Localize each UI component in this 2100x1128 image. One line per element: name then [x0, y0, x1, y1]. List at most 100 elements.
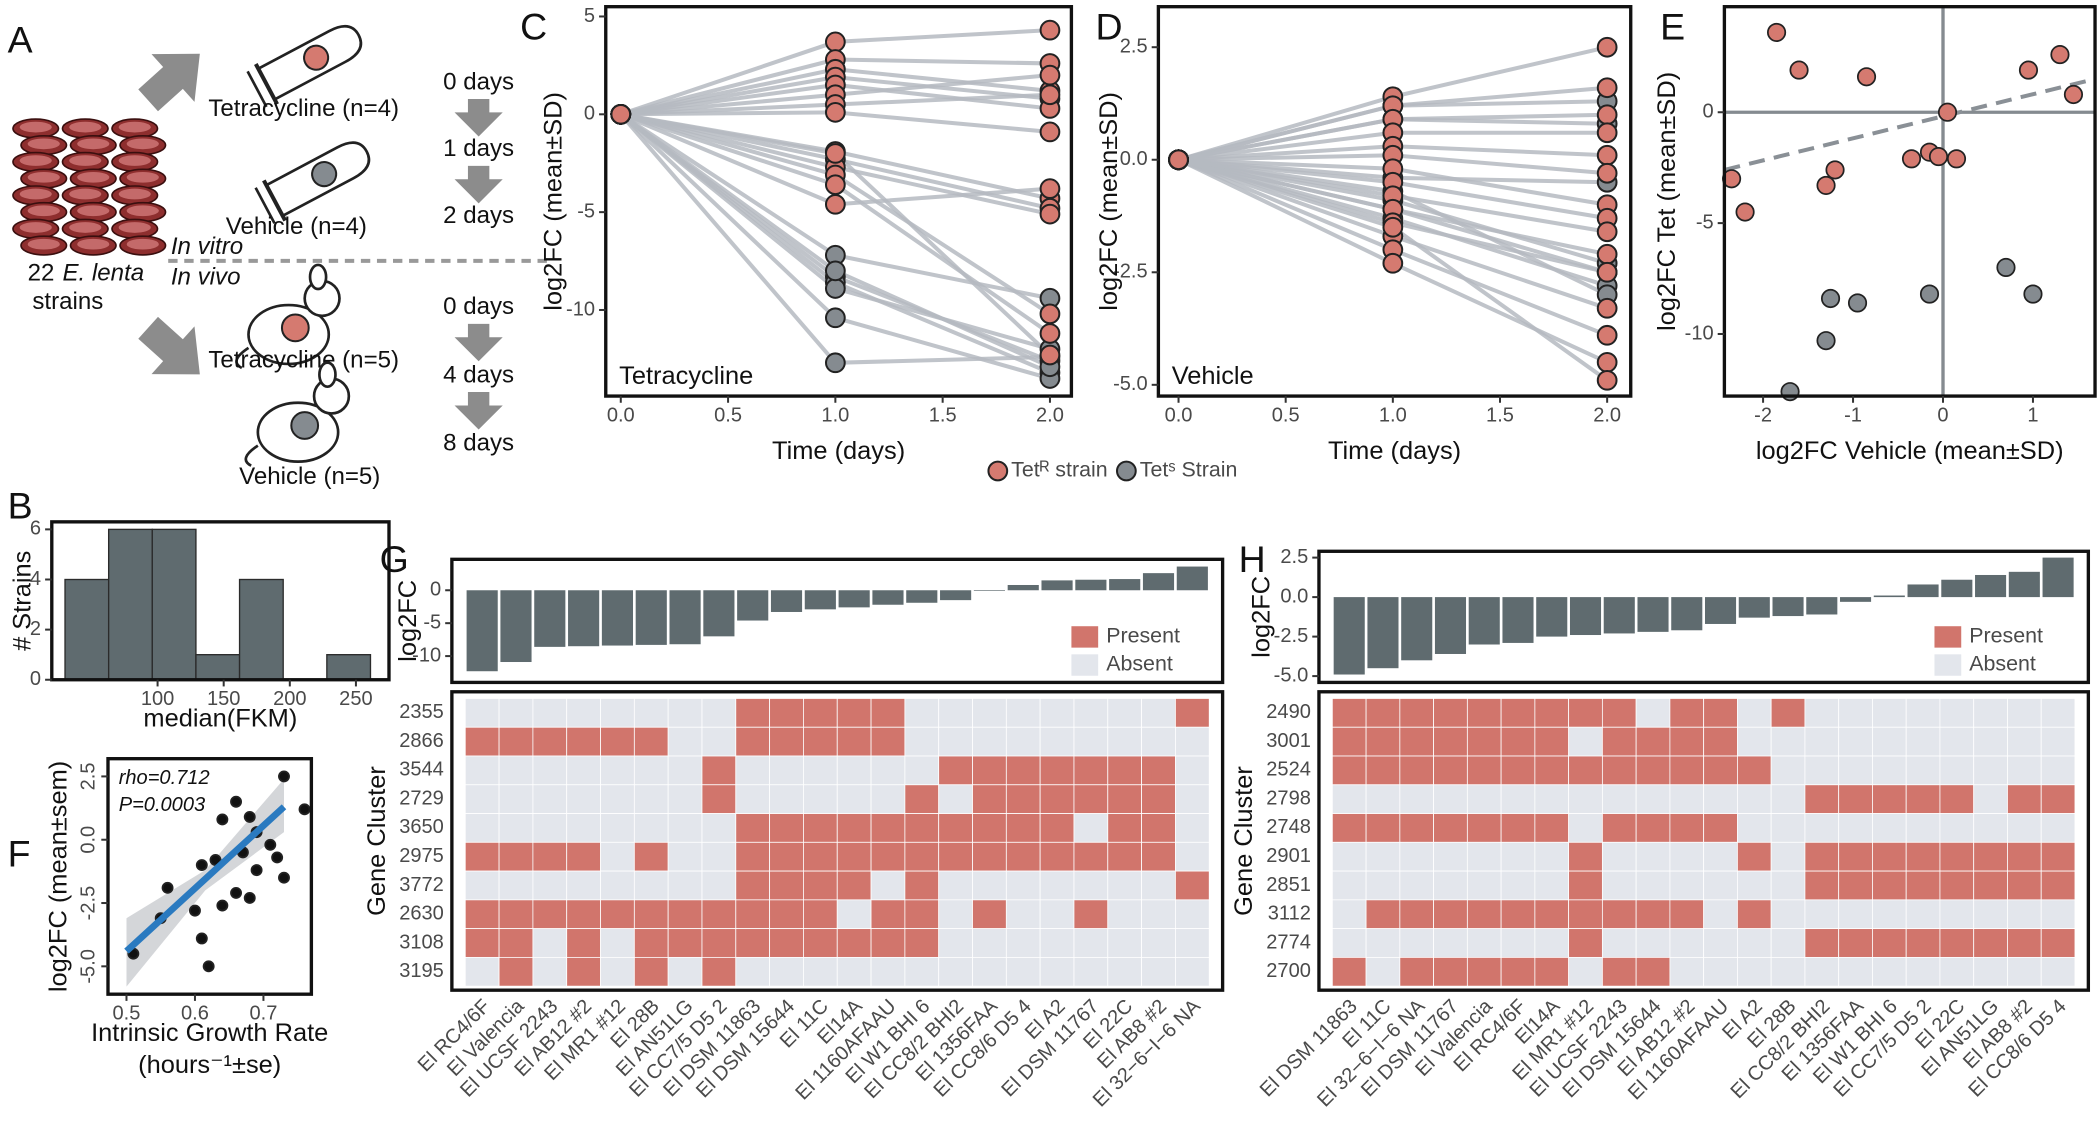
heatmap-cell — [1635, 813, 1671, 843]
heatmap-cell — [803, 928, 838, 958]
data-point — [216, 813, 229, 826]
data-point — [1596, 36, 1618, 58]
row-label: 3108 — [399, 931, 444, 953]
heatmap-cell — [1107, 813, 1142, 843]
heatmap-cell — [633, 755, 669, 786]
heatmap-cell — [1737, 956, 1772, 987]
heatmap-cell — [2007, 841, 2042, 872]
heatmap-cell — [1433, 726, 1468, 757]
x-tick-label: 0 — [1937, 404, 1948, 426]
x-tick-label: 1.0 — [1379, 404, 1407, 426]
heatmap-cell — [836, 784, 872, 814]
heatmap-cell — [1703, 813, 1738, 843]
heatmap-cell — [1331, 726, 1367, 757]
heatmap-cell — [735, 870, 771, 901]
heatmap-cell — [1973, 928, 2008, 958]
y-tick-label: -5.0 — [1113, 373, 1148, 395]
data-point — [298, 803, 311, 816]
heatmap-cell — [667, 841, 703, 872]
y-tick-label: 2.5 — [1120, 36, 1148, 58]
heatmap-cell — [1939, 755, 1975, 786]
heatmap-cell — [2007, 956, 2042, 987]
y-tick-label: 2.5 — [1280, 546, 1308, 568]
heatmap-cell — [972, 870, 1007, 901]
heatmap-cell — [836, 899, 872, 930]
plot-frame — [1156, 5, 1633, 398]
heatmap-cell — [532, 841, 568, 872]
time-label: 0 days — [443, 68, 514, 95]
heatmap-cell — [1703, 956, 1738, 987]
bar — [1367, 597, 1399, 669]
data-point — [1382, 216, 1404, 238]
data-point — [278, 770, 290, 783]
heatmap-cell — [1568, 899, 1603, 930]
heatmap-cell — [1141, 870, 1176, 901]
heatmap-cell — [1838, 841, 1873, 872]
heatmap-cell — [1331, 956, 1367, 987]
data-point — [1816, 331, 1836, 351]
heatmap-cell — [1568, 726, 1603, 757]
heatmap-cell — [803, 813, 838, 843]
data-point — [1168, 149, 1189, 171]
heatmap-cell — [1973, 956, 2008, 987]
heatmap-cell — [566, 698, 601, 728]
heatmap-cell — [904, 956, 940, 987]
data-point — [1789, 60, 1809, 80]
heatmap-cell — [1500, 928, 1536, 958]
data-point — [230, 886, 243, 899]
heatmap-cell — [1601, 841, 1637, 872]
heatmap-cell — [2007, 698, 2042, 728]
heatmap-cell — [1905, 899, 1941, 930]
panel-annotation: Vehicle — [1172, 362, 1254, 390]
data-point — [1039, 178, 1061, 200]
data-point — [2023, 284, 2043, 304]
heatmap-cell — [1703, 928, 1738, 958]
heatmap-cell — [600, 698, 635, 728]
heatmap-cell — [1804, 841, 1840, 872]
heatmap-cell — [1500, 755, 1536, 786]
legend-swatch — [1071, 626, 1099, 648]
annotation: rho=0.712 — [119, 767, 210, 789]
heatmap-cell — [1669, 784, 1705, 814]
heatmap-cell — [701, 755, 737, 786]
panel-letter: E — [1660, 5, 1685, 47]
heatmap-cell — [2040, 956, 2076, 987]
heatmap-cell — [1466, 755, 1502, 786]
row-label: 2700 — [1266, 960, 1311, 982]
data-point — [824, 307, 846, 329]
heatmap-cell — [1601, 813, 1637, 843]
heatmap-cell — [1039, 928, 1075, 958]
petri-dish-lid — [19, 222, 52, 233]
heatmap-cell — [1770, 841, 1806, 872]
y-tick-label: 4 — [30, 568, 41, 590]
heatmap-cell — [2040, 841, 2076, 872]
heatmap-cell — [1973, 726, 2008, 757]
row-label: 2355 — [399, 701, 444, 723]
heatmap-cell — [769, 899, 804, 930]
heatmap-cell — [1568, 956, 1603, 987]
heatmap-cell — [633, 698, 669, 728]
histogram-bar — [326, 654, 372, 681]
heatmap-cell — [1365, 755, 1401, 786]
heatmap-cell — [600, 726, 635, 757]
petri-dish-lid — [118, 188, 151, 200]
bar — [568, 590, 600, 647]
data-point — [250, 864, 263, 877]
heatmap-cell — [1175, 698, 1210, 728]
heatmap-cell — [1433, 784, 1468, 814]
heatmap-cell — [938, 956, 973, 987]
heatmap-cell — [633, 726, 669, 757]
heatmap-cell — [1500, 698, 1536, 728]
heatmap-cell — [1838, 956, 1873, 987]
data-point — [2063, 84, 2084, 105]
x-tick-label: -1 — [1844, 404, 1862, 426]
tube-icon — [246, 24, 363, 108]
time-label: 1 days — [443, 135, 514, 162]
bar — [973, 590, 1005, 591]
heatmap-cell — [667, 784, 703, 814]
data-point — [1596, 162, 1618, 184]
bar — [1873, 595, 1905, 598]
data-point — [1596, 144, 1618, 166]
data-point — [1937, 102, 1958, 122]
heatmap-cell — [1141, 813, 1176, 843]
